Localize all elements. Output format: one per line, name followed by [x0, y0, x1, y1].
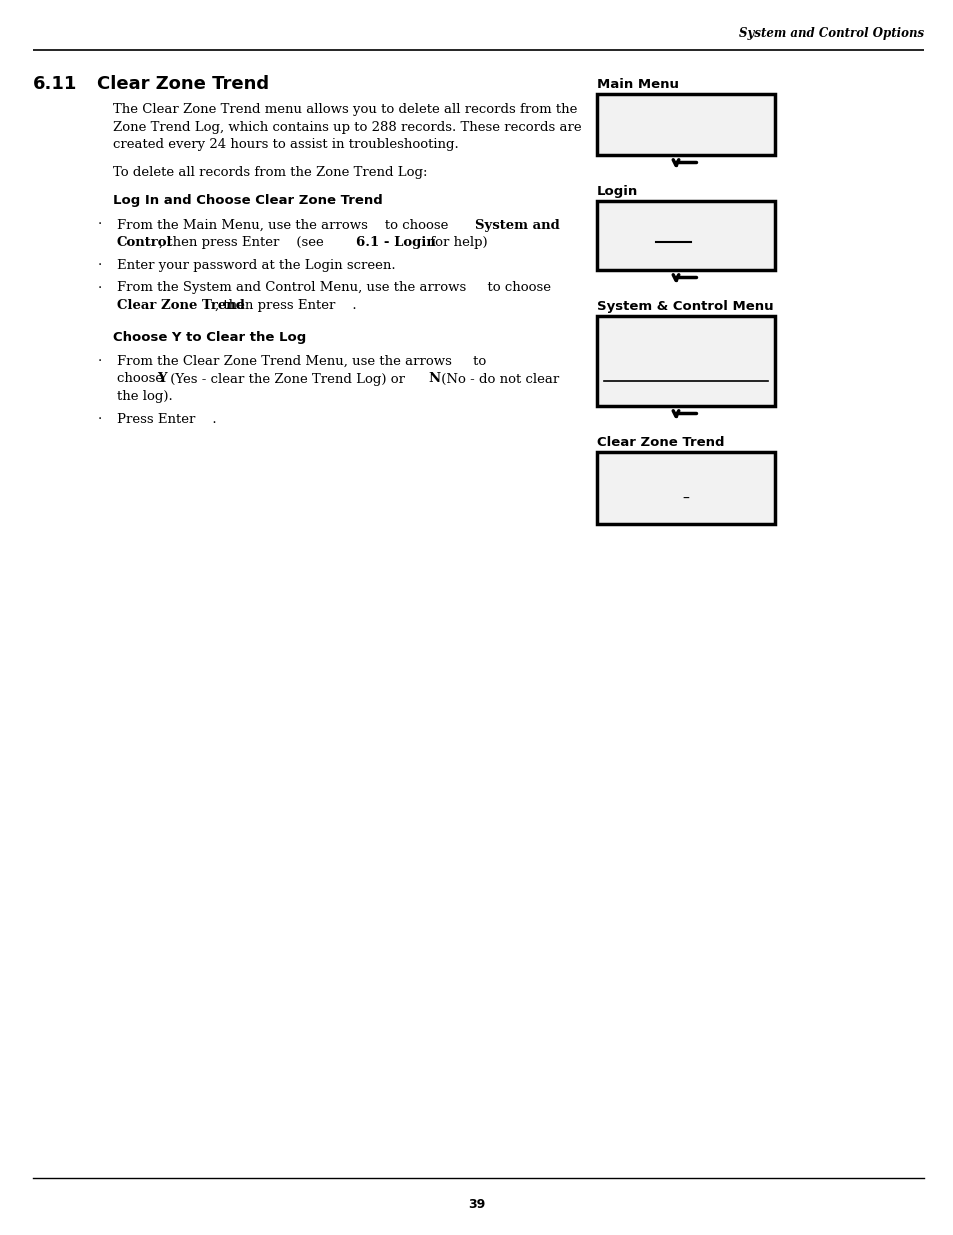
Text: Clear Zone Trend: Clear Zone Trend	[97, 75, 269, 93]
Text: Login: Login	[597, 185, 638, 198]
Text: System and Control Options: System and Control Options	[739, 27, 923, 40]
Text: , then press Enter    .: , then press Enter .	[214, 299, 356, 312]
Text: , then press Enter    (see: , then press Enter (see	[159, 236, 328, 249]
Text: Clear Zone Trend: Clear Zone Trend	[597, 436, 723, 450]
Text: the log).: the log).	[117, 390, 172, 403]
Text: ·: ·	[98, 282, 102, 294]
Text: ·: ·	[98, 259, 102, 272]
Text: Zone Trend Log, which contains up to 288 records. These records are: Zone Trend Log, which contains up to 288…	[112, 121, 581, 133]
Text: for help): for help)	[426, 236, 487, 249]
Text: Main Menu: Main Menu	[597, 78, 679, 91]
Text: choose: choose	[117, 373, 167, 385]
Text: Clear Zone Trend: Clear Zone Trend	[117, 299, 245, 312]
Text: (No - do not clear: (No - do not clear	[436, 373, 558, 385]
Bar	[597, 94, 774, 156]
Text: Control: Control	[117, 236, 172, 249]
Text: Choose Y to Clear the Log: Choose Y to Clear the Log	[112, 331, 306, 343]
Text: 6.1 - Login: 6.1 - Login	[355, 236, 436, 249]
Bar	[597, 452, 774, 524]
Bar	[597, 201, 774, 270]
Text: –: –	[681, 492, 689, 506]
Bar	[597, 316, 774, 406]
Text: System and: System and	[475, 219, 559, 231]
Text: From the Clear Zone Trend Menu, use the arrows     to: From the Clear Zone Trend Menu, use the …	[117, 354, 486, 368]
Text: System & Control Menu: System & Control Menu	[597, 300, 773, 312]
Text: Enter your password at the Login screen.: Enter your password at the Login screen.	[117, 259, 395, 272]
Text: ·: ·	[98, 412, 102, 426]
Text: 6.11: 6.11	[33, 75, 77, 93]
Text: created every 24 hours to assist in troubleshooting.: created every 24 hours to assist in trou…	[112, 138, 458, 151]
Text: From the System and Control Menu, use the arrows     to choose: From the System and Control Menu, use th…	[117, 282, 551, 294]
Text: The Clear Zone Trend menu allows you to delete all records from the: The Clear Zone Trend menu allows you to …	[112, 103, 577, 116]
Text: ·: ·	[98, 354, 102, 368]
Text: To delete all records from the Zone Trend Log:: To delete all records from the Zone Tren…	[112, 165, 427, 179]
Text: Log In and Choose Clear Zone Trend: Log In and Choose Clear Zone Trend	[112, 194, 382, 207]
Text: From the Main Menu, use the arrows    to choose: From the Main Menu, use the arrows to ch…	[117, 219, 452, 231]
Text: N: N	[428, 373, 439, 385]
Text: Press Enter    .: Press Enter .	[117, 412, 216, 426]
Text: ·: ·	[98, 219, 102, 231]
Text: Y: Y	[157, 373, 167, 385]
Text: (Yes - clear the Zone Trend Log) or: (Yes - clear the Zone Trend Log) or	[166, 373, 409, 385]
Text: 39: 39	[468, 1198, 485, 1212]
